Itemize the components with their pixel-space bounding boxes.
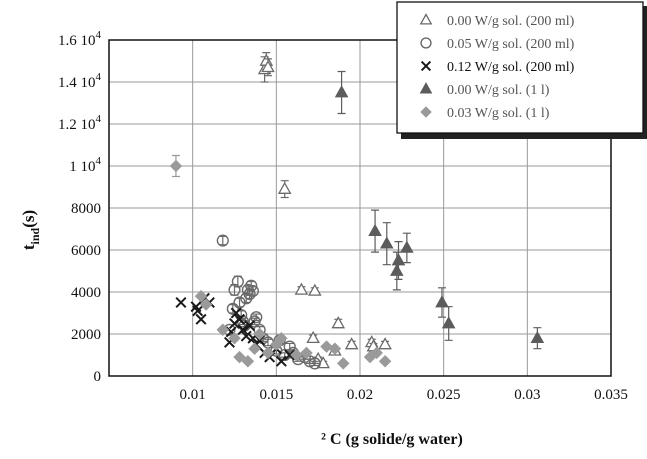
y-axis-label: tind(s) — [19, 210, 42, 250]
data-point — [277, 181, 292, 194]
data-point — [243, 288, 256, 301]
data-point — [378, 354, 392, 368]
error-bar — [218, 235, 227, 246]
data-point — [331, 316, 346, 329]
data-point — [294, 282, 309, 295]
legend-entry: 0.05 W/g sol. (200 ml) — [447, 37, 575, 52]
plot-frame — [108, 39, 612, 377]
data-point — [283, 340, 296, 353]
data-point — [250, 311, 263, 324]
data-point — [300, 346, 313, 360]
data-point — [233, 350, 246, 364]
data-point — [237, 324, 249, 336]
data-point — [216, 234, 229, 247]
y-tick-label: 8000 — [71, 201, 101, 217]
legend-marker — [420, 37, 432, 49]
data-point — [240, 330, 252, 342]
legend-entry: 0.12 W/g sol. (200 ml) — [447, 60, 575, 75]
data-point — [390, 263, 404, 276]
data-point — [308, 357, 321, 370]
data-point — [370, 346, 384, 360]
y-tick-label: 1.4 104 — [58, 71, 102, 91]
data-point — [435, 295, 449, 308]
data-point — [246, 284, 260, 298]
data-point — [334, 85, 349, 98]
data-point — [400, 240, 414, 253]
legend-marker — [420, 60, 432, 72]
data-point — [274, 331, 288, 345]
data-point — [441, 316, 456, 329]
error-bar — [310, 360, 319, 367]
data-point — [336, 357, 350, 370]
x-tick-label: 0.035 — [594, 387, 628, 403]
y-tick-label: 1.2 104 — [58, 113, 102, 133]
legend-entry: 0.00 W/g sol. (1 l) — [447, 83, 550, 98]
data-point — [169, 159, 183, 173]
y-tick-label: 0 — [94, 369, 102, 385]
legend-box — [396, 1, 644, 134]
data-point — [241, 354, 255, 368]
data-point — [192, 305, 204, 317]
legend-entry: 0.00 W/g sol. (200 ml) — [447, 14, 575, 29]
y-tick-label: 1.6 104 — [58, 29, 102, 49]
data-point — [199, 298, 213, 311]
data-point — [328, 342, 342, 356]
data-point — [368, 223, 382, 236]
data-point — [216, 323, 230, 337]
x-tick-label: 0.02 — [347, 387, 373, 403]
legend-entry: 0.03 W/g sol. (1 l) — [447, 106, 550, 121]
legend: 0.00 W/g sol. (200 ml) 0.05 W/g sol. (200… — [396, 1, 647, 139]
data-point — [194, 289, 208, 303]
x-tick-label: 0.03 — [514, 387, 540, 403]
data-point — [226, 302, 239, 315]
data-point — [391, 253, 406, 266]
data-point — [248, 342, 261, 356]
data-point — [253, 327, 266, 341]
data-point — [245, 279, 258, 292]
data-point — [344, 337, 359, 350]
data-point — [275, 355, 287, 367]
data-point — [228, 331, 241, 345]
data-point — [231, 275, 244, 288]
y-tick-label: 2000 — [71, 327, 101, 343]
data-point — [284, 349, 296, 361]
y-tick-label: 1 104 — [69, 155, 101, 175]
data-points — [169, 52, 545, 370]
legend-marker — [420, 106, 432, 118]
error-bar — [263, 338, 272, 347]
data-point — [230, 307, 242, 319]
data-point — [308, 283, 322, 296]
x-tick-label: 0.015 — [259, 387, 293, 403]
data-point — [261, 346, 275, 360]
data-point — [195, 313, 207, 325]
x-tick-label: 0.025 — [427, 387, 461, 403]
x-axis-ticks: 0.01 0.015 0.02 0.025 0.03 0.035 — [180, 387, 628, 403]
data-point — [379, 236, 394, 249]
data-point — [244, 320, 256, 332]
y-axis-ticks: 0 2000 4000 6000 8000 1 104 1.2 104 1.4 104 1.6 … — [58, 29, 102, 385]
data-point — [306, 330, 320, 344]
data-point — [234, 313, 246, 325]
data-point — [378, 337, 392, 350]
legend-marker — [419, 13, 433, 25]
y-axis-label-unit: (s) — [19, 210, 38, 228]
x-tick-label: 0.01 — [180, 387, 206, 403]
legend-marker — [419, 82, 433, 94]
data-point — [530, 330, 545, 344]
y-tick-label: 4000 — [71, 285, 101, 301]
y-tick-label: 6000 — [71, 243, 101, 259]
data-point — [228, 283, 241, 297]
data-point — [175, 296, 187, 309]
x-axis-label: ² C (g solide/g water) — [321, 431, 463, 448]
y-axis-label-subscript: ind — [28, 227, 42, 244]
data-point — [261, 59, 275, 73]
